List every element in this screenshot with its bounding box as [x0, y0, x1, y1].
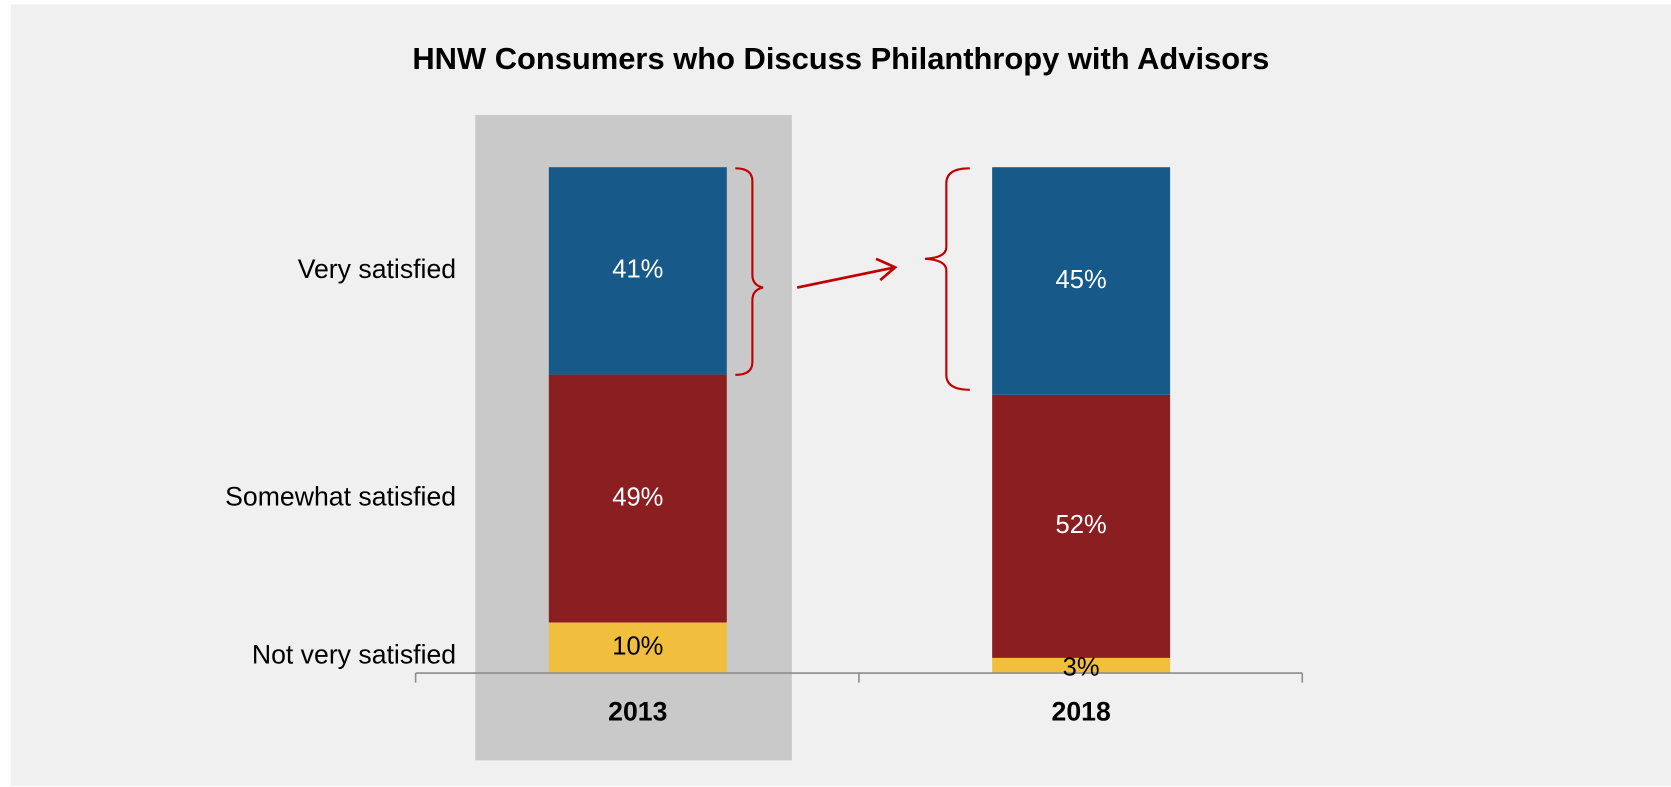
- data-label: 10%: [612, 633, 663, 661]
- bracket: [924, 167, 970, 391]
- bar-segment: [992, 657, 1171, 674]
- chart-title: HNW Consumers who Discuss Philanthropy w…: [412, 41, 1269, 76]
- bar-segment: [548, 374, 727, 623]
- bar-segment: [548, 167, 727, 375]
- legend-label: Somewhat satisfied: [225, 482, 456, 512]
- data-label: 45%: [1056, 266, 1107, 294]
- chart-background: [10, 4, 1671, 786]
- data-label: 49%: [612, 483, 663, 511]
- bracket: [735, 167, 764, 376]
- x-tick-label: 2013: [608, 697, 667, 727]
- data-label: 3%: [1063, 654, 1100, 682]
- legend-label: Very satisfied: [298, 254, 456, 284]
- plot: [548, 167, 1171, 674]
- data-label: 52%: [1056, 511, 1107, 539]
- bar-segment: [992, 394, 1171, 658]
- bar-segment: [992, 167, 1171, 395]
- data-label: 41%: [612, 256, 663, 284]
- arrow: [796, 257, 898, 289]
- legend-label: Not very satisfied: [252, 639, 456, 669]
- bar-segment: [548, 622, 727, 674]
- x-tick-label: 2018: [1052, 697, 1111, 727]
